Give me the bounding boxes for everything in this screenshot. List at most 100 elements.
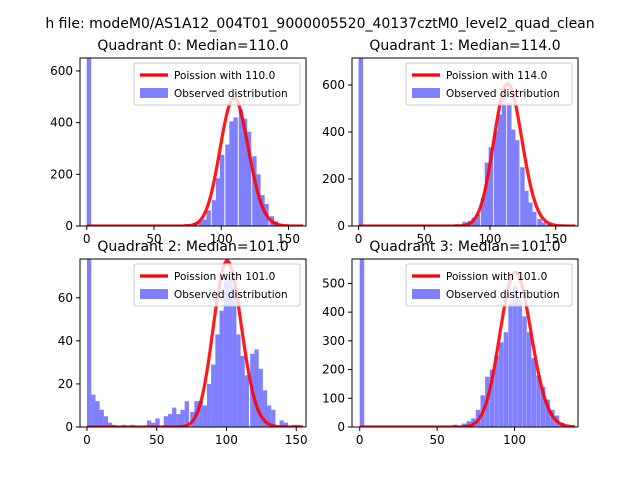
legend-observed-label: Observed distribution bbox=[446, 88, 560, 100]
histogram-bar bbox=[223, 280, 229, 427]
x-tick-label: 100 bbox=[215, 433, 238, 447]
y-tick-label: 100 bbox=[322, 391, 345, 405]
histogram-bar bbox=[526, 332, 532, 427]
histogram-bar bbox=[107, 422, 113, 427]
legend-poisson-label: Poission with 110.0 bbox=[174, 70, 275, 82]
legend-observed-swatch bbox=[412, 88, 440, 98]
legend-observed-label: Observed distribution bbox=[174, 289, 288, 301]
histogram-bar bbox=[541, 222, 546, 226]
quadrant-2-chart: 0 50 100 150 0 20 40 60 Quadrant 2: Median=101.0… bbox=[58, 239, 308, 447]
x-tick-label: 100 bbox=[210, 232, 233, 246]
quadrant-0-chart: 0 50 100 150 0 200 400 600 Quadrant 0: Median=11… bbox=[50, 38, 307, 246]
histogram-bar bbox=[184, 401, 189, 427]
histogram-bar bbox=[206, 210, 211, 226]
histogram-bar bbox=[238, 109, 244, 226]
y-tick-label: 0 bbox=[337, 219, 345, 233]
quadrant-3-chart: 0 50 100 0 100 200 300 400 500 Quadrant 3: Median… bbox=[322, 239, 579, 447]
histogram-bar bbox=[86, 58, 92, 226]
y-tick-label: 400 bbox=[322, 305, 345, 319]
histogram-bar bbox=[229, 121, 234, 226]
legend-observed-label: Observed distribution bbox=[446, 289, 560, 301]
poisson-curve bbox=[359, 270, 575, 427]
x-tick-label: 50 bbox=[417, 232, 432, 246]
histogram-bar bbox=[91, 394, 96, 427]
x-tick-label: 50 bbox=[429, 433, 444, 447]
histogram-bar bbox=[99, 409, 104, 427]
histogram-bar bbox=[246, 131, 252, 226]
axes-frame bbox=[79, 258, 307, 428]
legend-observed-swatch bbox=[140, 88, 168, 98]
y-tick-label: 200 bbox=[322, 363, 345, 377]
legend-poisson-label: Poission with 101.0 bbox=[446, 271, 547, 283]
legend-box bbox=[405, 62, 573, 106]
histogram-bar bbox=[514, 140, 520, 226]
histogram-bar bbox=[271, 409, 276, 427]
x-tick-label: 150 bbox=[544, 232, 567, 246]
axes-frame bbox=[351, 258, 579, 428]
histogram-bar bbox=[206, 383, 212, 427]
histogram-bar bbox=[227, 276, 233, 427]
histogram-bar bbox=[510, 129, 516, 226]
histogram-bar bbox=[503, 332, 509, 427]
quadrant-title: Quadrant 2: Median=101.0 bbox=[97, 239, 288, 255]
histogram-bar bbox=[283, 422, 289, 427]
histogram-bar bbox=[167, 414, 173, 427]
plot-area bbox=[359, 259, 575, 427]
y-tick-label: 0 bbox=[337, 420, 345, 434]
histogram-bar bbox=[520, 167, 525, 226]
axes-frame bbox=[351, 57, 579, 227]
histogram-bar bbox=[198, 221, 203, 226]
histogram-bar bbox=[475, 214, 480, 226]
histogram-bar bbox=[480, 197, 486, 226]
histogram-bar bbox=[252, 156, 257, 226]
histogram-bar bbox=[146, 420, 152, 427]
histogram-bar bbox=[155, 418, 160, 427]
histogram-bar bbox=[219, 310, 224, 427]
histogram-bar bbox=[236, 334, 241, 427]
histogram-bar bbox=[358, 58, 364, 226]
histogram-bar bbox=[545, 399, 550, 427]
histogram-bar bbox=[244, 375, 249, 427]
histogram-bar bbox=[242, 118, 248, 226]
histogram-bar bbox=[488, 147, 494, 226]
histogram-bar bbox=[202, 219, 207, 226]
y-tick-label: 200 bbox=[50, 167, 73, 181]
legend: Poission with 101.0 Observed distribution bbox=[133, 263, 301, 307]
histogram-bar bbox=[507, 102, 512, 226]
poisson-curve bbox=[86, 259, 304, 427]
histogram-bar bbox=[262, 390, 268, 427]
y-tick-label: 400 bbox=[50, 116, 73, 130]
histogram-bar bbox=[493, 130, 499, 226]
quadrant-1-chart: 0 50 100 150 0 200 400 600 Quadrant 1: Median=11… bbox=[322, 38, 579, 246]
x-tick-label: 0 bbox=[355, 232, 363, 246]
x-tick-label: 100 bbox=[503, 433, 526, 447]
x-tick-label: 150 bbox=[285, 433, 308, 447]
quadrant-title: Quadrant 3: Median=101.0 bbox=[369, 239, 560, 255]
histogram-bar bbox=[536, 375, 541, 427]
histogram-bar bbox=[501, 96, 507, 226]
legend-observed-label: Observed distribution bbox=[174, 88, 288, 100]
histogram-bar bbox=[499, 342, 504, 427]
histogram-bar bbox=[86, 259, 92, 427]
quadrant-title: Quadrant 1: Median=114.0 bbox=[369, 38, 560, 54]
histogram-bar bbox=[522, 316, 527, 427]
quadrant-title: Quadrant 0: Median=110.0 bbox=[97, 38, 288, 54]
histogram-bar bbox=[484, 162, 490, 226]
plot-area bbox=[358, 58, 576, 226]
histogram-bar bbox=[540, 386, 546, 427]
figure-suptitle: h file: modeM0/AS1A12_004T01_9000005520_… bbox=[45, 16, 594, 32]
poisson-curve bbox=[358, 82, 576, 226]
plot-area bbox=[86, 58, 304, 226]
legend-poisson-label: Poission with 101.0 bbox=[174, 271, 275, 283]
histogram-bar bbox=[202, 405, 208, 427]
y-tick-label: 300 bbox=[322, 334, 345, 348]
legend-box bbox=[133, 263, 301, 307]
histogram-bar bbox=[517, 300, 523, 427]
histogram-bar bbox=[528, 202, 533, 226]
histogram-bar bbox=[254, 349, 259, 427]
poisson-curve bbox=[86, 96, 304, 226]
legend-observed-swatch bbox=[412, 289, 440, 299]
histogram-bar bbox=[198, 401, 203, 427]
histogram-bar bbox=[180, 409, 185, 427]
